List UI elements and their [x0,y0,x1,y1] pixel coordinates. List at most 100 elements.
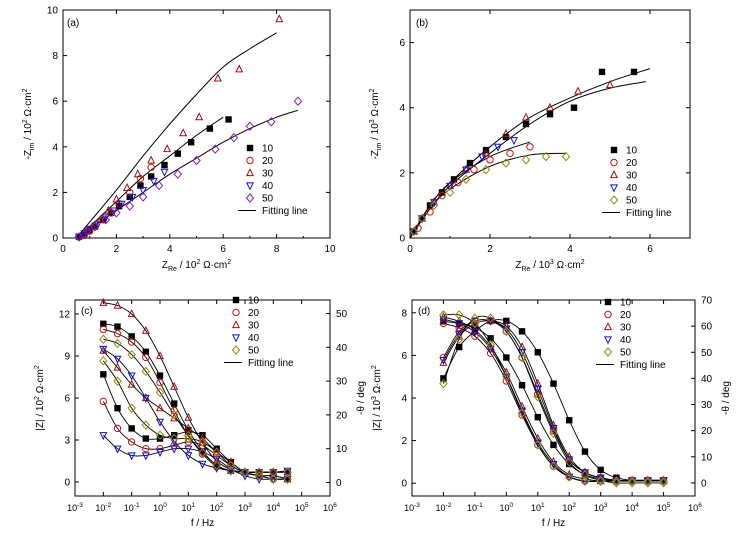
modulus-point-40 [226,467,235,476]
phase-point-40 [439,357,448,366]
data-point-30 [163,144,172,153]
x-tick-label: 103 [238,502,252,513]
y-tick-label: 4 [52,142,58,153]
data-point-30 [123,182,132,191]
data-point-10 [546,111,554,118]
phase-point-40 [198,448,207,457]
data-point-50 [266,116,276,127]
data-point-30 [133,169,142,178]
phase-point-10 [440,375,447,382]
x-tick-label: 4 [167,244,173,255]
data-point-40 [461,166,471,175]
modulus-point-40 [212,464,221,473]
x-tick-label: 10-1 [124,502,140,513]
data-point-30 [275,14,284,23]
phase-point-10 [455,343,463,351]
data-point-30 [213,73,222,82]
modulus-point-40 [127,372,136,381]
modulus-point-10 [170,400,178,407]
phase-point-10 [628,477,636,484]
legend-marker-40 [609,184,619,193]
x-axis-label: ZRe / 102 Ω·cm2 [162,259,231,273]
phase-point-20 [549,426,558,435]
x-tick-label: 2 [487,244,493,255]
legend-marker-40 [603,336,613,345]
modulus-point-40 [455,320,464,329]
phase-point-50 [612,478,621,488]
phase-point-40 [518,349,527,358]
modulus-point-40 [170,438,179,447]
y-tick-label: 6 [399,38,405,49]
phase-point-50 [439,378,448,389]
x-tick-label: 105 [295,502,309,513]
y-tick-label: 2 [52,188,58,199]
modulus-point-10 [114,323,121,330]
modulus-point-50 [470,318,480,329]
modulus-point-20 [99,325,108,334]
data-point-10 [418,215,426,222]
modulus-point-50 [612,476,621,486]
data-point-20 [147,163,155,172]
modulus-point-30 [127,309,136,318]
phase-point-30 [212,447,221,456]
legend-label: 20 [262,156,274,167]
modulus-point-20 [486,349,495,357]
fitting-line [443,315,664,484]
phase-point-50 [627,478,637,488]
modulus-point-50 [643,476,653,486]
phase-point-50 [564,457,574,467]
data-point-50 [138,192,148,202]
x-tick-label: 0 [60,244,66,255]
phase-point-30 [439,357,448,366]
legend-marker-50 [609,195,619,205]
data-point-20 [426,208,434,216]
phase-point-10 [471,328,479,335]
data-point-40 [75,233,84,242]
modulus-point-50 [549,461,558,471]
y-tick-label: 6 [52,97,58,108]
legend-label: 30 [248,321,260,332]
phase-point-40 [170,445,179,454]
data-point-50 [173,169,183,179]
phase-point-20 [212,451,221,460]
modulus-point-20 [471,332,479,340]
modulus-point-30 [502,367,511,376]
phase-point-50 [580,470,590,480]
modulus-point-20 [518,411,526,419]
modulus-point-50 [439,310,448,320]
modulus-point-10 [227,467,235,474]
data-point-50 [445,187,455,198]
data-point-30 [195,112,204,121]
phase-point-50 [155,430,165,440]
phase-point-10 [534,349,541,356]
x-tick-label: 2 [114,244,120,255]
phase-point-10 [128,425,135,432]
data-point-50 [245,121,255,132]
phase-point-30 [198,433,207,442]
data-point-40 [409,228,419,237]
legend-marker-30 [231,320,241,329]
modulus-point-30 [113,300,122,309]
x-tick-label: 10-3 [67,502,83,513]
legend-label: 30 [262,169,274,180]
x-tick-label: 6 [220,244,226,255]
x-tick-label: 102 [562,502,576,513]
y2-tick-label: 0 [701,478,707,489]
y-tick-label: 4 [401,394,407,405]
x-tick-label: 100 [500,502,514,513]
legend-label: 30 [626,171,638,182]
y2-tick-label: 40 [336,343,348,354]
data-point-30 [481,148,491,157]
phase-point-20 [113,424,122,433]
panel-label: (b) [416,18,428,29]
phase-point-30 [155,403,165,412]
phase-point-10 [241,469,249,476]
x-tick-label: 10-2 [436,502,452,513]
x-axis-label: f / Hz [542,518,565,529]
phase-point-40 [113,445,122,454]
x-tick-label: 10-3 [404,502,420,513]
legend-fit-label: Fitting line [626,208,672,219]
legend-label: 10 [248,296,260,307]
modulus-point-20 [127,338,136,346]
